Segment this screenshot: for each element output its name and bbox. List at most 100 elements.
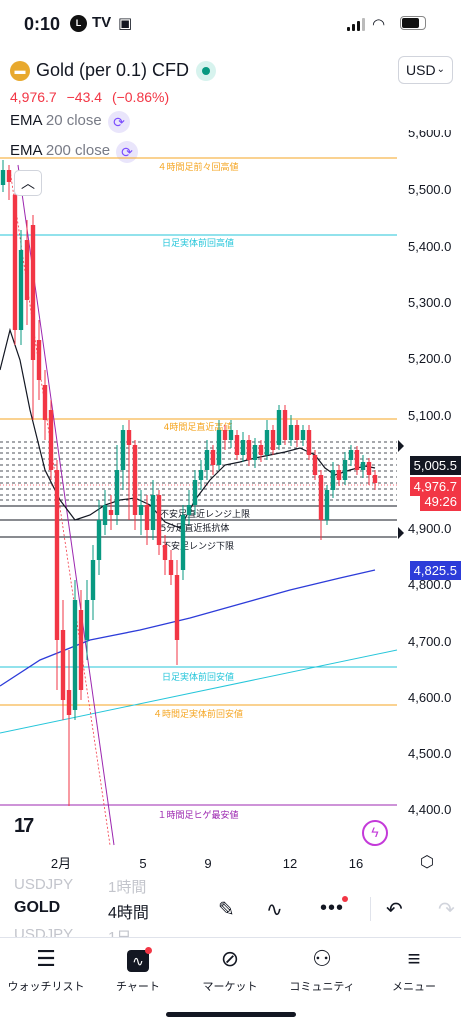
gold-coin-icon: ▬ <box>10 61 30 81</box>
wifi-icon: ◠ <box>372 16 386 33</box>
candle-body <box>0 170 6 185</box>
price-change: −43.4 <box>66 89 103 105</box>
status-time: 0:10 <box>24 14 61 34</box>
price-tick-label: 4,900.0 <box>408 521 451 536</box>
candle-body <box>6 170 12 182</box>
tab-market[interactable]: ⊘ マーケット <box>184 946 276 994</box>
price-tick-label: 5,100.0 <box>408 408 451 423</box>
level-label: 日足実体前回安値 <box>162 671 234 683</box>
candle-body <box>156 495 162 545</box>
price-change-pct: (−0.86%) <box>111 89 170 105</box>
status-bar: 0:10 L TV ▣ ◠ <box>0 0 461 50</box>
trendline <box>0 649 398 734</box>
candle-body <box>144 505 150 530</box>
candle-body <box>78 610 84 690</box>
home-indicator <box>166 1012 296 1017</box>
time-tick-label: 2月 <box>51 856 71 870</box>
redo-icon[interactable]: ↷ <box>438 899 455 921</box>
candle-body <box>234 435 240 455</box>
candle-body <box>306 430 312 455</box>
collapse-legend-button[interactable]: ︿ <box>14 170 42 196</box>
tab-label: マーケット <box>202 981 258 993</box>
candle-body <box>276 410 282 445</box>
tab-chart[interactable]: ∿ チャート <box>92 946 184 994</box>
candle-body <box>366 462 372 475</box>
chevron-down-icon: ⌄ <box>436 64 445 75</box>
candle-body <box>108 510 114 515</box>
candle-body <box>270 430 276 450</box>
indicator-params: 200 close <box>45 142 111 159</box>
divider <box>370 897 371 921</box>
candle-body <box>252 445 258 460</box>
currency-select[interactable]: USD ⌄ <box>398 56 453 84</box>
picker-interval-current[interactable]: 4時間 <box>108 905 149 922</box>
candle-body <box>228 430 234 440</box>
undo-icon[interactable]: ↶ <box>386 899 403 921</box>
currency-value: USD <box>406 62 436 78</box>
draw-pen-icon[interactable]: ✎ <box>218 899 235 921</box>
candle-body <box>48 410 54 470</box>
candle-body <box>132 445 138 515</box>
candle-body <box>258 445 264 455</box>
signal-icon <box>347 18 365 31</box>
picker-interval-next: 1日 <box>108 929 132 938</box>
flash-icon[interactable]: ϟ <box>362 820 388 846</box>
candle-body <box>198 470 204 480</box>
candle-body <box>150 495 156 530</box>
candle-body <box>114 470 120 515</box>
candle-body <box>84 600 90 640</box>
tab-menu[interactable]: ≡ メニュー <box>368 946 460 994</box>
level-label: 4時間足直近高値 <box>164 421 233 433</box>
indicator-ema200[interactable]: EMA 200 close <box>10 142 110 159</box>
candle-body <box>264 430 270 455</box>
candle-body <box>138 505 144 515</box>
candle-body <box>222 430 228 440</box>
battery-icon <box>400 16 426 30</box>
settings-icon[interactable]: ⬡ <box>420 854 434 871</box>
level-arrow-icon <box>398 440 404 452</box>
bag-icon: ▣ <box>118 15 133 32</box>
candle-body <box>246 440 252 460</box>
time-tick-label: 9 <box>204 856 211 870</box>
price-tick-label: 5,400.0 <box>408 239 451 254</box>
candle-body <box>354 450 360 470</box>
tab-label: チャート <box>116 981 160 993</box>
tab-community[interactable]: ⚇ コミュニティ <box>276 946 368 994</box>
candle-body <box>318 475 324 520</box>
candle-body <box>66 690 72 715</box>
candle-body <box>168 560 174 575</box>
price-tick-label: 5,500.0 <box>408 182 451 197</box>
candle-body <box>192 480 198 505</box>
bottom-tab-bar: ☰ ウォッチリスト ∿ チャート ⊘ マーケット ⚇ コミュニティ ≡ メニュー <box>0 937 461 1002</box>
level-label: 5分足直近抵抗体 <box>161 522 230 534</box>
countdown-label: 49:26 <box>420 492 461 511</box>
candle-body <box>12 195 18 330</box>
candle-body <box>336 470 342 480</box>
indicator-ema20[interactable]: EMA 20 close <box>10 112 102 129</box>
picker-symbol-prev: USDJPY <box>14 876 74 893</box>
price-tick-label: 4,600.0 <box>408 690 451 705</box>
picker-symbol-current[interactable]: GOLD <box>14 899 61 916</box>
candle-body <box>42 385 48 420</box>
tradingview-logo-icon: 17 <box>14 815 34 837</box>
candle-body <box>342 460 348 480</box>
tab-label: メニュー <box>392 981 436 993</box>
indicator-name: EMA <box>10 142 42 159</box>
candle-body <box>348 450 354 460</box>
trendline-icon[interactable]: ∿ <box>266 899 283 921</box>
candle-body <box>54 470 60 640</box>
current-price-label: 4,976.7 <box>409 477 461 496</box>
candle-body <box>288 425 294 440</box>
tab-watchlist[interactable]: ☰ ウォッチリスト <box>0 946 92 994</box>
candle-body <box>162 545 168 560</box>
market-open-icon <box>196 61 216 81</box>
candle-body <box>96 520 102 560</box>
tab-label: コミュニティ <box>289 981 355 993</box>
more-icon[interactable]: ••• <box>320 896 349 920</box>
candle-body <box>60 630 66 700</box>
picker-interval-prev: 1時間 <box>108 879 147 896</box>
symbol-title[interactable]: Gold (per 0.1) CFD <box>36 60 190 80</box>
indicator-cycle-icon[interactable]: ⟳ <box>108 111 130 133</box>
price-tick-label: 4,700.0 <box>408 634 451 649</box>
